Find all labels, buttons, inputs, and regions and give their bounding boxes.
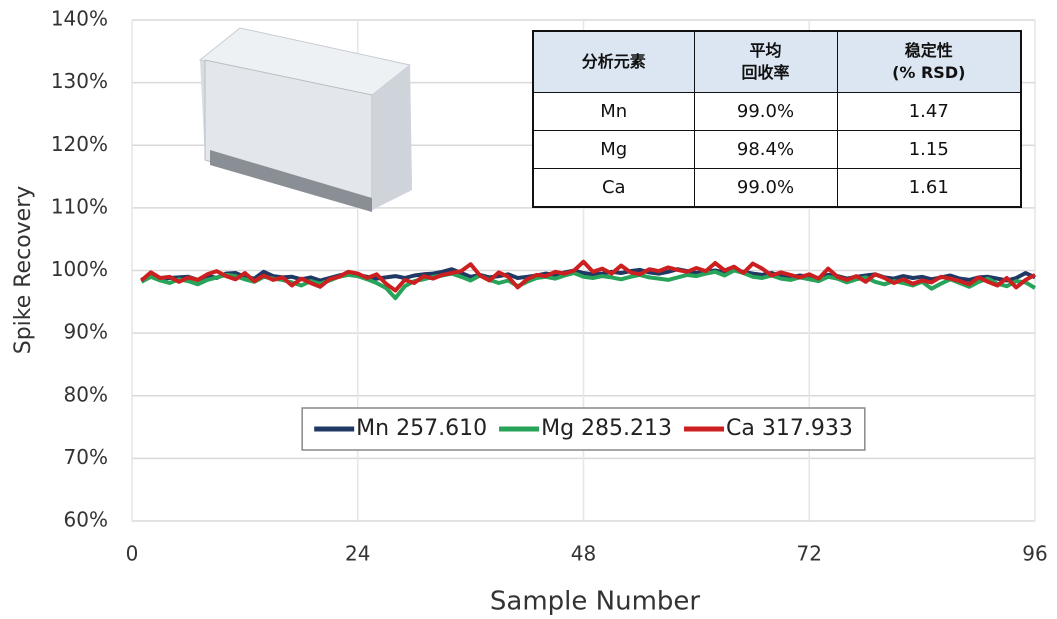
- table-cell: 1.61: [837, 169, 1021, 208]
- y-tick-label: 110%: [51, 194, 108, 218]
- table-row: Mn 99.0% 1.47: [533, 93, 1021, 131]
- table-cell: 1.15: [837, 131, 1021, 169]
- legend-label: Mg 285.213: [541, 416, 672, 441]
- summary-table: 分析元素 平均 回收率 稳定性 (% RSD) Mn 99.0% 1.47 Mg…: [532, 30, 1022, 208]
- table-cell: 99.0%: [694, 93, 837, 131]
- x-tick-label: 0: [126, 542, 139, 566]
- plate-image: [200, 28, 412, 212]
- x-tick-label: 48: [571, 542, 596, 566]
- y-tick-label: 60%: [64, 508, 108, 532]
- y-tick-label: 120%: [51, 132, 108, 156]
- y-tick-label: 70%: [64, 445, 108, 469]
- table-cell: Ca: [533, 169, 694, 208]
- legend: Mn 257.610 Mg 285.213 Ca 317.933: [302, 408, 865, 450]
- table-header-cell: 稳定性 (% RSD): [837, 31, 1021, 93]
- table-row: Mg 98.4% 1.15: [533, 131, 1021, 169]
- table-header-cell: 分析元素: [533, 31, 694, 93]
- table-cell: Mn: [533, 93, 694, 131]
- table-cell: 98.4%: [694, 131, 837, 169]
- table-cell: 99.0%: [694, 169, 837, 208]
- table-row: Ca 99.0% 1.61: [533, 169, 1021, 208]
- x-axis-title: Sample Number: [490, 587, 701, 617]
- table-cell: Mg: [533, 131, 694, 169]
- x-tick-label: 72: [797, 542, 822, 566]
- y-tick-label: 90%: [64, 320, 108, 344]
- y-tick-label: 80%: [64, 382, 108, 406]
- legend-label: Ca 317.933: [726, 416, 853, 441]
- y-axis-title: Spike Recovery: [11, 186, 36, 355]
- y-tick-label: 140%: [51, 7, 108, 31]
- x-tick-label: 24: [345, 542, 370, 566]
- table-cell: 1.47: [837, 93, 1021, 131]
- legend-label: Mn 257.610: [356, 416, 487, 441]
- page: Sample Number Spike Recovery 60% 70% 80% 90…: [0, 0, 1057, 619]
- x-tick-label: 96: [1022, 542, 1047, 566]
- table-header: 分析元素 平均 回收率 稳定性 (% RSD): [533, 31, 1021, 93]
- table-header-cell: 平均 回收率: [694, 31, 837, 93]
- y-tick-label: 100%: [51, 257, 108, 281]
- y-tick-label: 130%: [51, 69, 108, 93]
